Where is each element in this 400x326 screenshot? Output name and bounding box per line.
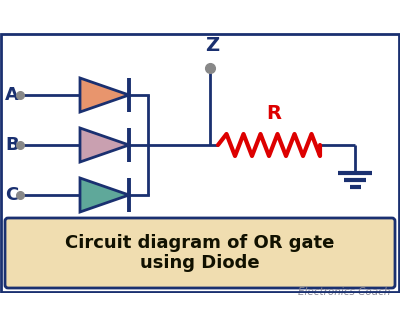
Text: B: B [5,136,19,154]
FancyBboxPatch shape [5,218,395,288]
Text: Z: Z [205,36,219,55]
Text: C: C [5,186,19,204]
Polygon shape [80,128,129,162]
Text: A: A [5,86,19,104]
Polygon shape [80,178,129,212]
Polygon shape [80,78,129,112]
Text: Circuit diagram of OR gate
using Diode: Circuit diagram of OR gate using Diode [65,234,335,273]
Text: Electronics Coach: Electronics Coach [298,287,390,297]
Text: R: R [266,104,282,123]
